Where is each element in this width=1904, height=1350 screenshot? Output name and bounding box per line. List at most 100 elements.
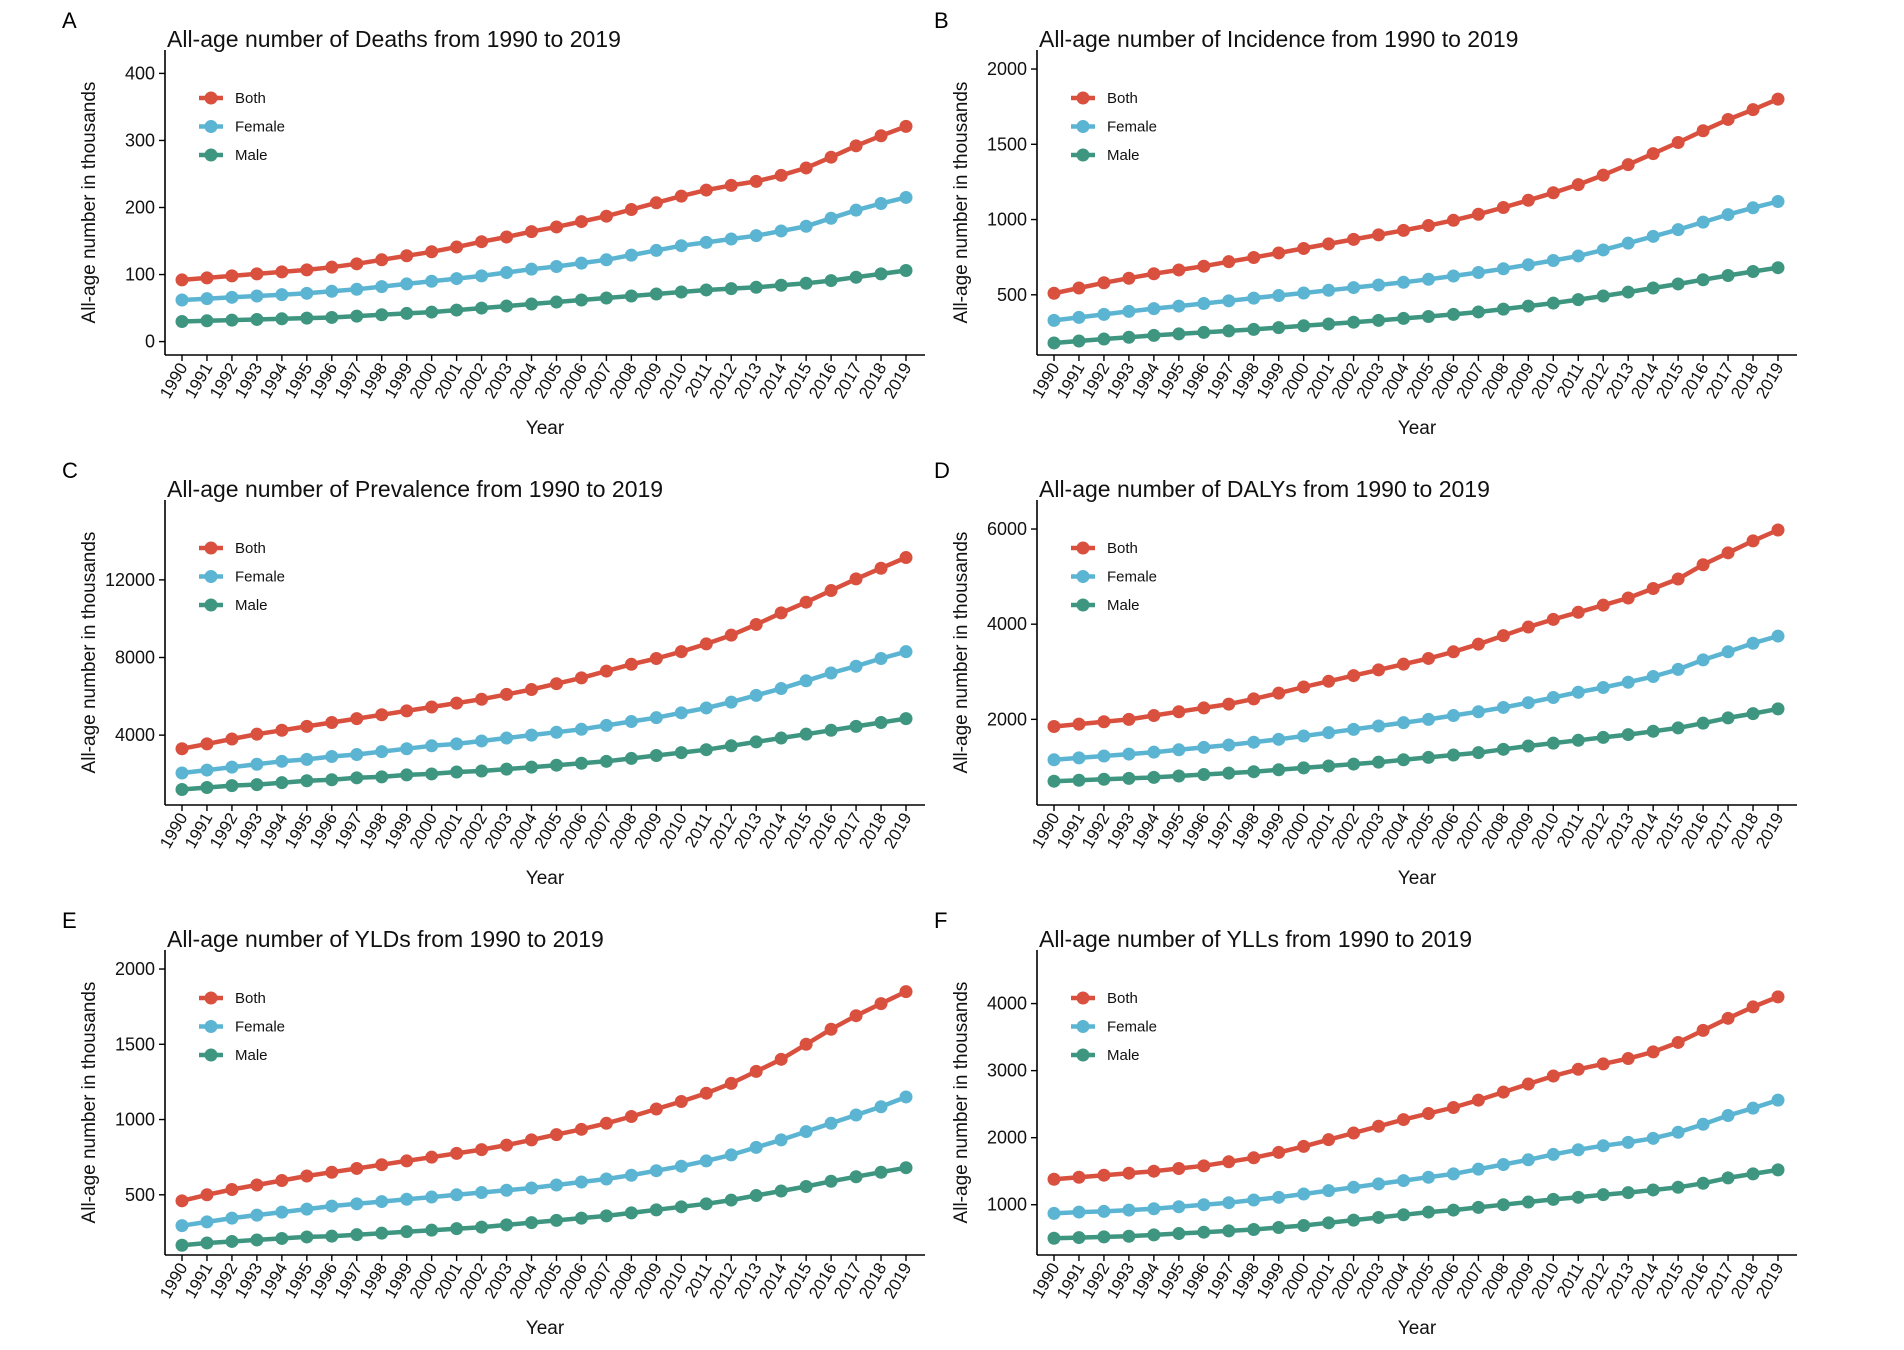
data-point-male [1446, 307, 1460, 321]
legend-label: Male [1107, 597, 1140, 614]
data-point-both [1621, 591, 1635, 605]
data-point-male [549, 295, 563, 309]
data-point-female [1621, 1135, 1635, 1149]
data-point-male [1421, 309, 1435, 323]
data-point-male [1771, 702, 1785, 716]
data-point-female [325, 284, 339, 298]
data-point-male [250, 1233, 264, 1247]
data-point-female [749, 1140, 763, 1154]
data-point-male [1372, 313, 1386, 327]
data-point-male [674, 1200, 688, 1214]
data-point-female [574, 722, 588, 736]
data-point-male [425, 1223, 439, 1237]
data-point-both [325, 260, 339, 274]
data-point-male [674, 285, 688, 299]
data-point-male [1047, 336, 1061, 350]
data-point-female [1122, 747, 1136, 761]
chart-panel-c: C All-age number of Prevalence from 1990 … [62, 458, 925, 889]
data-point-male [275, 1231, 289, 1245]
series-line-both [181, 124, 907, 283]
data-point-female [500, 731, 514, 745]
data-point-female [1097, 1204, 1111, 1218]
legend-label: Both [1107, 540, 1138, 557]
data-point-both [350, 712, 364, 726]
data-point-both [799, 161, 813, 175]
legend-label: Female [235, 119, 285, 136]
data-point-both [549, 220, 563, 234]
data-point-female [1446, 1167, 1460, 1181]
data-point-both [1746, 1000, 1760, 1014]
legend-marker-both [1076, 91, 1090, 105]
y-tick-label: 12000 [105, 570, 155, 590]
data-point-male [1696, 1176, 1710, 1190]
data-point-male [175, 782, 189, 796]
data-point-female [1721, 208, 1735, 222]
data-point-both [400, 704, 414, 718]
data-point-both [250, 727, 264, 741]
legend-marker-female [204, 1020, 218, 1033]
data-point-female [1496, 262, 1510, 276]
data-point-male [1771, 1163, 1785, 1177]
data-point-both [774, 1052, 788, 1066]
data-point-female [624, 248, 638, 262]
data-point-female [1546, 1147, 1560, 1161]
data-point-female [1272, 1190, 1286, 1204]
data-point-female [1596, 1139, 1610, 1153]
y-tick-label: 2000 [115, 959, 155, 979]
y-axis-label: All-age number in thousands [951, 532, 972, 774]
data-point-both [699, 637, 713, 651]
legend-label: Both [1107, 90, 1138, 107]
x-tick-label: 2010 [1527, 810, 1562, 852]
data-point-male [874, 267, 888, 281]
data-point-both [1072, 1170, 1086, 1184]
data-point-male [225, 1234, 239, 1248]
data-point-both [849, 139, 863, 153]
data-point-female [799, 674, 813, 688]
data-point-both [1546, 612, 1560, 626]
data-point-both [1521, 620, 1535, 634]
y-tick-label: 2000 [987, 709, 1027, 729]
legend-marker-both [204, 91, 218, 105]
data-point-both [1372, 1119, 1386, 1133]
data-point-both [1072, 717, 1086, 731]
data-point-male [1397, 311, 1411, 325]
y-tick-label: 1000 [115, 1110, 155, 1130]
y-tick-label: 300 [125, 130, 155, 150]
y-axis-label: All-age number in thousands [79, 532, 100, 774]
data-point-male [275, 776, 289, 790]
data-point-male [874, 1165, 888, 1179]
legend-marker-male [1076, 148, 1090, 162]
data-point-both [1621, 1052, 1635, 1066]
legend-marker-male [204, 1048, 218, 1062]
data-point-male [899, 264, 913, 278]
data-point-female [1571, 1143, 1585, 1157]
data-point-female [1421, 1170, 1435, 1184]
data-point-male [1372, 755, 1386, 769]
data-point-female [325, 1199, 339, 1213]
data-point-female [749, 688, 763, 702]
series-male [1047, 702, 1785, 788]
data-point-female [1147, 1202, 1161, 1216]
data-point-both [1496, 201, 1510, 214]
data-point-female [275, 288, 289, 302]
legend-marker-female [1076, 120, 1090, 133]
data-point-both [1471, 637, 1485, 651]
data-point-both [1272, 686, 1286, 700]
data-point-both [325, 1165, 339, 1179]
data-point-male [774, 1184, 788, 1198]
legend-label: Female [235, 569, 285, 586]
data-point-both [849, 572, 863, 586]
data-point-male [350, 771, 364, 785]
data-point-female [1471, 705, 1485, 719]
data-point-female [1372, 278, 1386, 292]
x-tick-label: 2010 [1527, 360, 1562, 402]
data-point-both [1097, 276, 1111, 290]
y-axis-label: All-age number in thousands [79, 82, 100, 324]
data-point-male [599, 754, 613, 768]
legend-label: Both [1107, 990, 1138, 1007]
data-point-male [525, 1216, 539, 1230]
legend-label: Both [235, 90, 266, 107]
data-point-both [1172, 263, 1186, 277]
data-point-male [1247, 1223, 1261, 1237]
data-point-both [275, 723, 289, 737]
